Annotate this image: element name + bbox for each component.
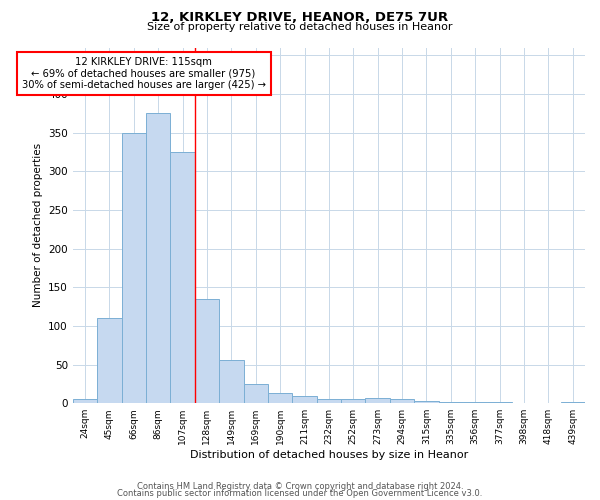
Bar — [219, 360, 244, 403]
Text: 12, KIRKLEY DRIVE, HEANOR, DE75 7UR: 12, KIRKLEY DRIVE, HEANOR, DE75 7UR — [151, 11, 449, 24]
Bar — [146, 113, 170, 403]
Bar — [341, 400, 365, 403]
Bar — [97, 318, 122, 403]
Bar — [195, 299, 219, 403]
Bar — [560, 402, 585, 403]
Bar — [487, 402, 512, 403]
Bar — [439, 402, 463, 403]
Text: 12 KIRKLEY DRIVE: 115sqm
← 69% of detached houses are smaller (975)
30% of semi-: 12 KIRKLEY DRIVE: 115sqm ← 69% of detach… — [22, 57, 266, 90]
Y-axis label: Number of detached properties: Number of detached properties — [32, 144, 43, 308]
Bar — [317, 400, 341, 403]
Bar — [268, 393, 292, 403]
Bar — [463, 402, 487, 403]
Bar — [73, 400, 97, 403]
Bar — [122, 132, 146, 403]
Bar — [170, 152, 195, 403]
Bar — [244, 384, 268, 403]
X-axis label: Distribution of detached houses by size in Heanor: Distribution of detached houses by size … — [190, 450, 468, 460]
Bar — [390, 400, 414, 403]
Bar — [414, 401, 439, 403]
Bar — [292, 396, 317, 403]
Text: Size of property relative to detached houses in Heanor: Size of property relative to detached ho… — [147, 22, 453, 32]
Text: Contains HM Land Registry data © Crown copyright and database right 2024.: Contains HM Land Registry data © Crown c… — [137, 482, 463, 491]
Bar — [365, 398, 390, 403]
Text: Contains public sector information licensed under the Open Government Licence v3: Contains public sector information licen… — [118, 490, 482, 498]
